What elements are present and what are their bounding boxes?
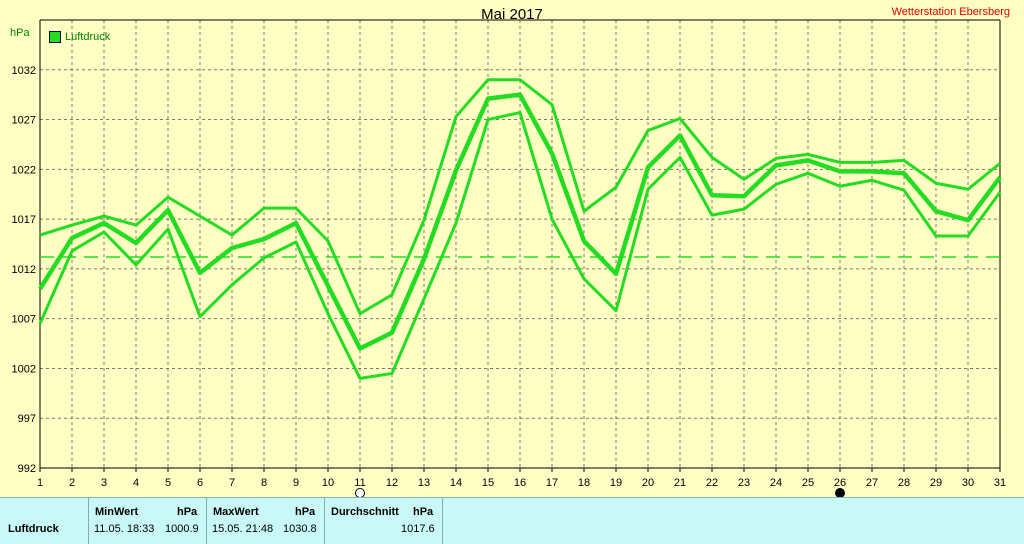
legend-swatch: [49, 31, 61, 43]
y-tick-label: 1027: [12, 115, 36, 127]
legend-label: Luftdruck: [65, 31, 110, 43]
x-tick-label: 3: [101, 477, 107, 489]
x-tick-label: 15: [482, 477, 494, 489]
stats-row-label: Luftdruck: [8, 523, 59, 535]
x-tick-label: 28: [898, 477, 910, 489]
x-tick-label: 31: [994, 477, 1006, 489]
y-tick-label: 1032: [12, 65, 36, 77]
y-axis-unit: hPa: [10, 27, 30, 39]
x-tick-label: 29: [930, 477, 942, 489]
x-tick-label: 12: [386, 477, 398, 489]
y-tick-label: 997: [18, 413, 36, 425]
max-datetime: 15.05. 21:48: [212, 523, 273, 535]
x-tick-label: 13: [418, 477, 430, 489]
y-tick-label: 1022: [12, 164, 36, 176]
min-value: 1000.9: [165, 523, 199, 535]
x-tick-label: 24: [770, 477, 782, 489]
station-name: Wetterstation Ebersberg: [892, 6, 1010, 18]
min-header: MinWert: [95, 506, 138, 518]
full-moon-icon: [836, 489, 845, 498]
avg-unit: hPa: [413, 506, 433, 518]
x-tick-label: 14: [450, 477, 462, 489]
stats-avg-column: Durchschnitt hPa 1017.6: [324, 498, 443, 544]
y-tick-label: 1002: [12, 363, 36, 375]
stats-max-column: MaxWert hPa 15.05. 21:48 1030.8: [206, 498, 324, 544]
x-tick-label: 7: [229, 477, 235, 489]
max-header: MaxWert: [213, 506, 259, 518]
avg-value: 1017.6: [401, 523, 435, 535]
max-unit: hPa: [295, 506, 315, 518]
stats-panel: Luftdruck MinWert hPa 11.05. 18:33 1000.…: [0, 497, 1024, 544]
x-tick-label: 19: [610, 477, 622, 489]
y-tick-label: 1012: [12, 264, 36, 276]
x-tick-label: 1: [37, 477, 43, 489]
x-tick-label: 6: [197, 477, 203, 489]
max-value: 1030.8: [283, 523, 317, 535]
y-tick-label: 1007: [12, 314, 36, 326]
legend: Luftdruck: [49, 31, 110, 43]
x-tick-label: 9: [293, 477, 299, 489]
x-tick-label: 4: [133, 477, 139, 489]
x-tick-label: 20: [642, 477, 654, 489]
x-tick-label: 8: [261, 477, 267, 489]
x-tick-label: 22: [706, 477, 718, 489]
avg-header: Durchschnitt: [331, 506, 399, 518]
chart-title: Mai 2017: [0, 6, 1024, 23]
x-tick-label: 25: [802, 477, 814, 489]
new-moon-icon: [356, 489, 365, 498]
min-datetime: 11.05. 18:33: [94, 523, 154, 535]
y-tick-label: 1017: [12, 214, 36, 226]
x-tick-label: 21: [674, 477, 686, 489]
x-tick-label: 26: [834, 477, 846, 489]
x-tick-label: 18: [578, 477, 590, 489]
x-tick-label: 30: [962, 477, 974, 489]
x-tick-label: 5: [165, 477, 171, 489]
x-tick-label: 10: [322, 477, 334, 489]
stats-min-column: MinWert hPa 11.05. 18:33 1000.9: [88, 498, 206, 544]
x-tick-label: 2: [69, 477, 75, 489]
x-tick-label: 27: [866, 477, 878, 489]
x-tick-label: 11: [354, 477, 365, 489]
min-unit: hPa: [177, 506, 197, 518]
x-tick-label: 16: [514, 477, 526, 489]
x-tick-label: 23: [738, 477, 750, 489]
x-tick-label: 17: [546, 477, 558, 489]
y-tick-label: 992: [18, 463, 36, 475]
